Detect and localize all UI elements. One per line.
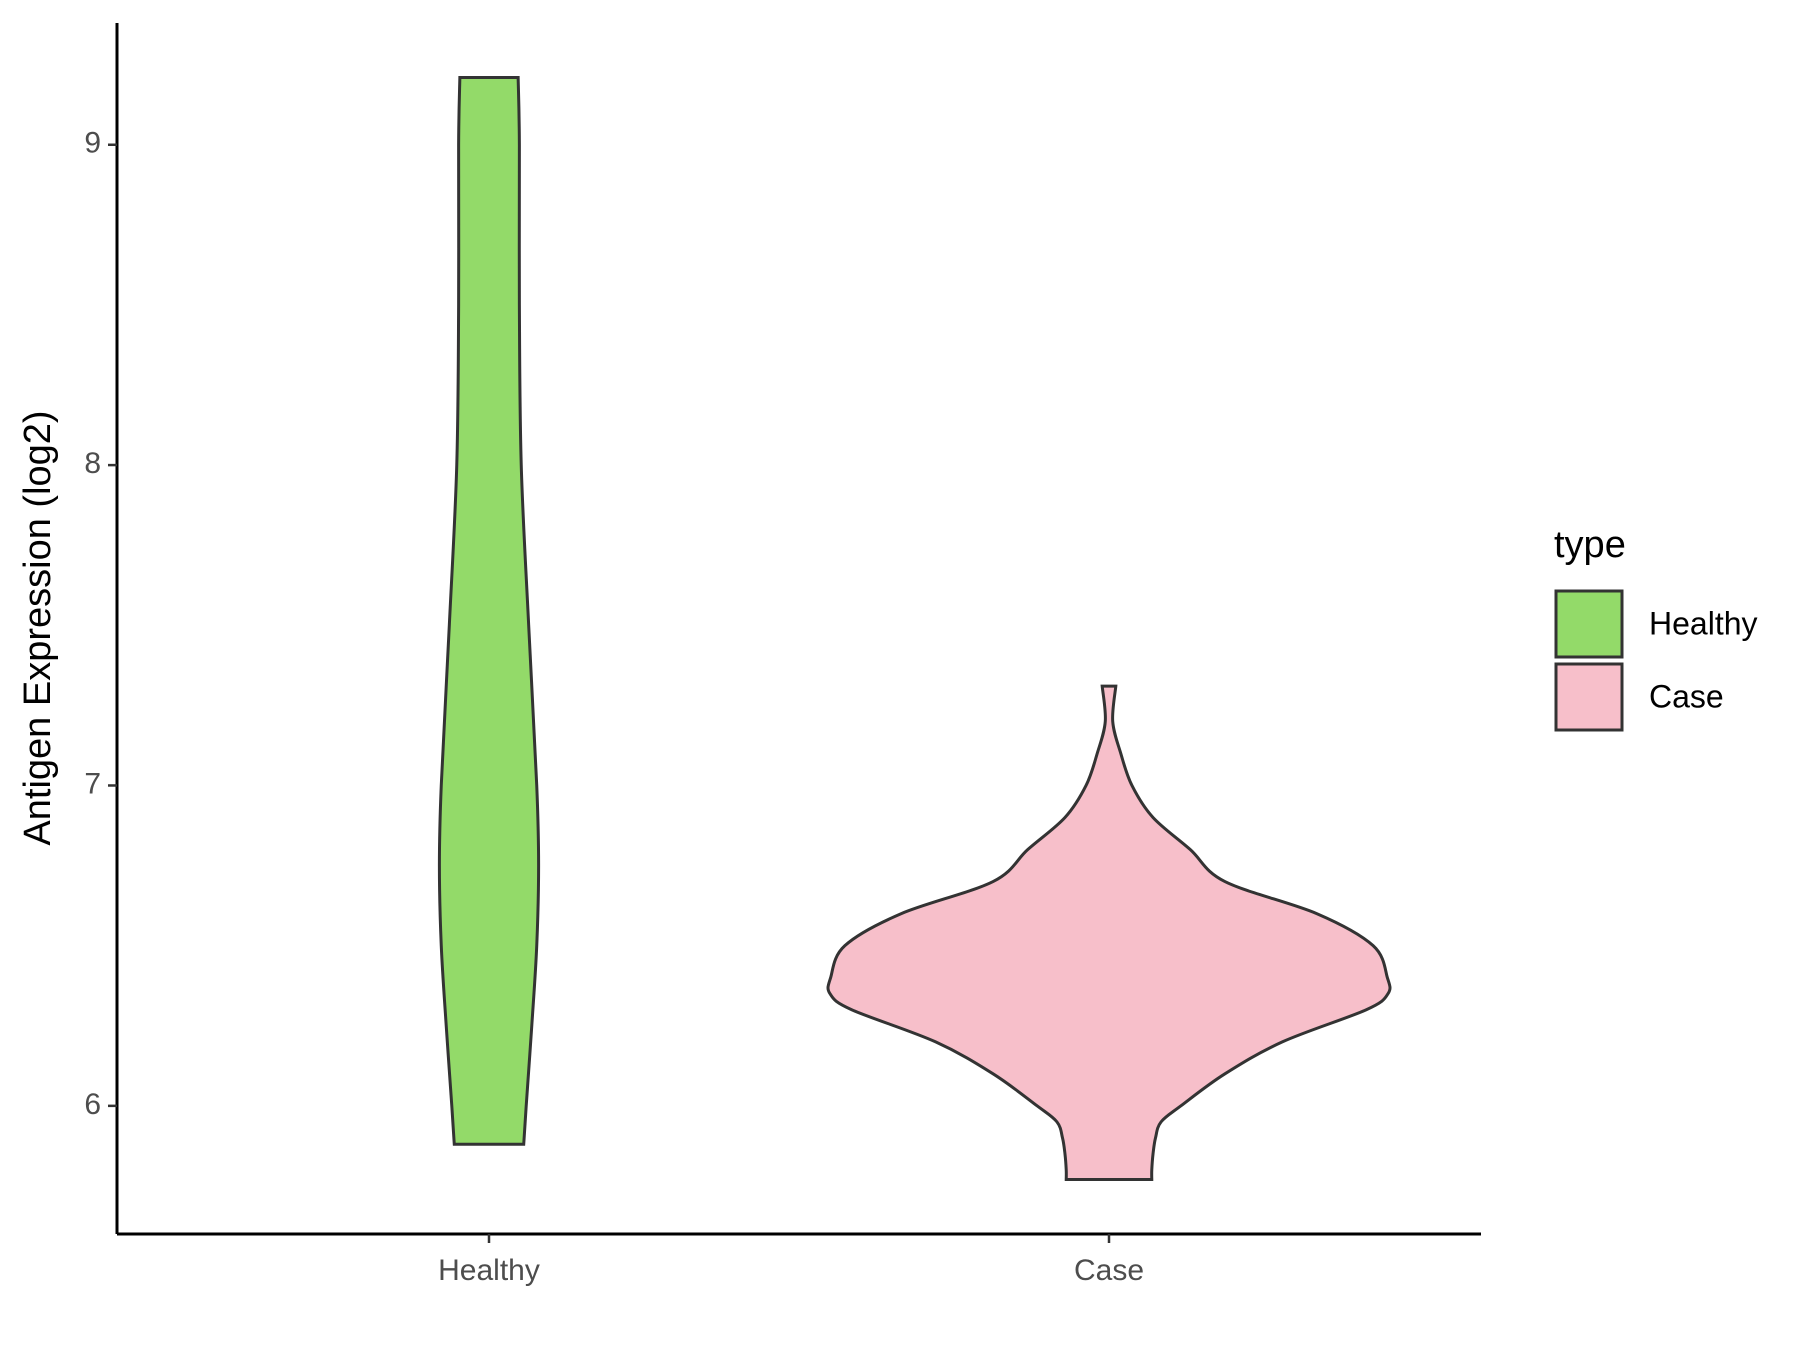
legend-key xyxy=(1554,662,1624,732)
y-tick-label: 8 xyxy=(84,447,101,480)
y-axis-title: Antigen Expression (log2) xyxy=(17,410,59,845)
y-tick-label: 9 xyxy=(84,127,101,160)
x-tick-label: Case xyxy=(1074,1254,1144,1287)
legend-title: type xyxy=(1554,524,1626,566)
violin xyxy=(437,75,541,1146)
y-tick-label: 7 xyxy=(84,767,101,800)
y-tick-label: 6 xyxy=(84,1088,101,1121)
legend-key xyxy=(1554,589,1624,659)
violin xyxy=(826,684,1392,1182)
x-tick-label: Healthy xyxy=(438,1254,540,1287)
legend-label: Case xyxy=(1649,678,1724,714)
legend-label: Healthy xyxy=(1649,605,1758,641)
